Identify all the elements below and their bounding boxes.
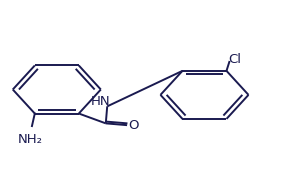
Text: NH₂: NH₂: [18, 133, 43, 146]
Text: O: O: [128, 119, 139, 132]
Text: HN: HN: [90, 95, 110, 108]
Text: Cl: Cl: [228, 53, 241, 66]
